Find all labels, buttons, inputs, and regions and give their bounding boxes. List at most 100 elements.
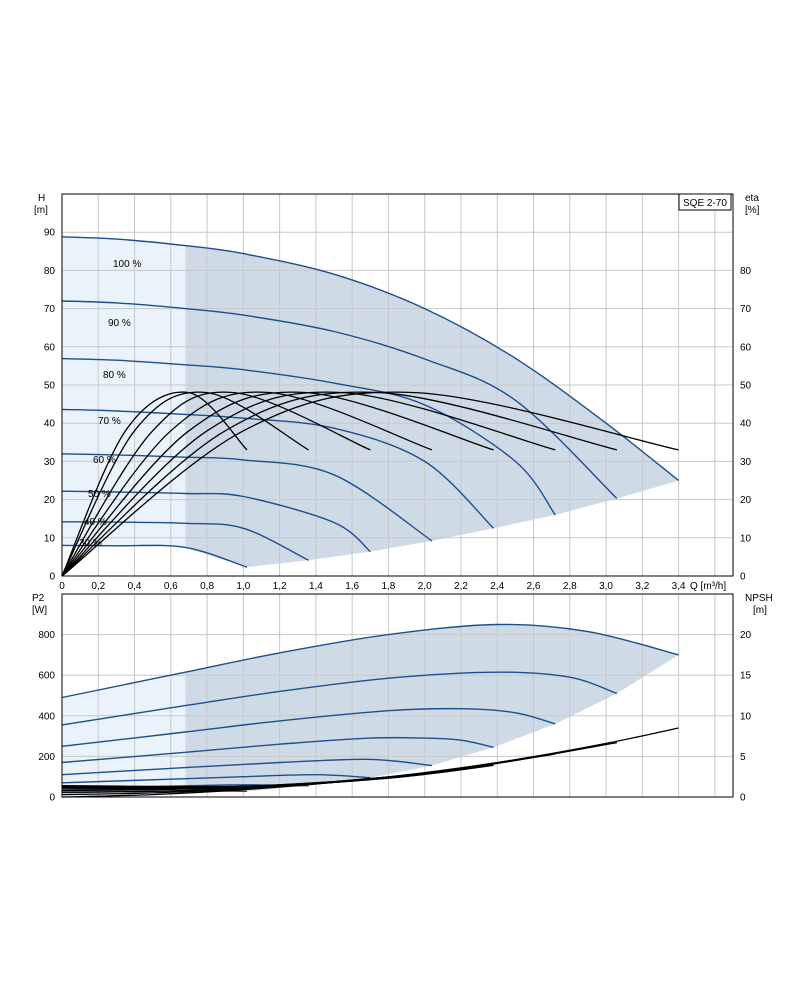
y-right-tick-label: 0 bbox=[740, 793, 746, 804]
x-tick-label: 2,4 bbox=[490, 581, 504, 592]
y-left-tick-label: 30 bbox=[44, 457, 56, 468]
y-left-tick-label: 90 bbox=[44, 228, 56, 239]
y-left-label-p2: P2 bbox=[32, 593, 45, 604]
y-right-tick-label: 10 bbox=[740, 533, 752, 544]
speed-label: 40 % bbox=[84, 517, 107, 528]
head-panel-frame bbox=[61, 193, 734, 577]
y-right-tick-label: 20 bbox=[740, 630, 752, 641]
model-label-box: SQE 2-70 bbox=[678, 193, 732, 211]
power-curve bbox=[61, 773, 371, 784]
speed-label: 30 % bbox=[79, 538, 102, 549]
efficiency-curve bbox=[61, 391, 371, 577]
x-tick-label: 1,6 bbox=[345, 581, 359, 592]
efficiency-curves bbox=[61, 391, 679, 577]
x-tick-label: 0,4 bbox=[128, 581, 142, 592]
head-curve bbox=[61, 300, 618, 500]
power-grid bbox=[62, 594, 733, 797]
x-tick-label: 3,4 bbox=[672, 581, 686, 592]
power-light-region bbox=[62, 672, 186, 797]
x-tick-label: 0,6 bbox=[164, 581, 178, 592]
power-dark-region bbox=[185, 624, 679, 792]
power-operating-area bbox=[62, 624, 679, 797]
head-grid bbox=[62, 194, 733, 576]
y-right-tick-label: 60 bbox=[740, 342, 752, 353]
y-left-label-H: H bbox=[38, 193, 45, 204]
power-tick-labels: 0 200 400 600 800 0 5 10 15 20 bbox=[38, 630, 751, 803]
y-right-label-npsh: NPSH bbox=[745, 593, 773, 604]
x-tick-label: 0,2 bbox=[91, 581, 105, 592]
x-tick-label: 1,4 bbox=[309, 581, 323, 592]
x-tick-label: 0 bbox=[59, 581, 65, 592]
y-left-tick-label: 800 bbox=[38, 630, 55, 641]
y-left-unit-m: [m] bbox=[34, 205, 48, 216]
head-curve bbox=[61, 453, 433, 542]
y-left-tick-label: 10 bbox=[44, 533, 56, 544]
y-left-tick-label: 0 bbox=[49, 572, 55, 583]
power-curve bbox=[61, 736, 494, 764]
y-right-tick-label: 80 bbox=[740, 266, 752, 277]
y-right-tick-label: 0 bbox=[740, 572, 746, 583]
npsh-curves bbox=[61, 727, 679, 798]
y-right-tick-label: 5 bbox=[740, 752, 746, 763]
power-curve bbox=[61, 623, 679, 699]
x-tick-label: 1,2 bbox=[273, 581, 287, 592]
power-npsh-panel: 0 200 400 600 800 0 5 10 15 20 P2 [W] NPSH [m] bbox=[32, 593, 773, 804]
y-left-tick-label: 70 bbox=[44, 304, 56, 315]
efficiency-curve bbox=[61, 391, 433, 577]
x-axis-label-q: Q [m³/h] bbox=[690, 581, 726, 592]
head-curve bbox=[61, 490, 371, 553]
efficiency-curve bbox=[61, 391, 309, 577]
x-tick-label: 2,2 bbox=[454, 581, 468, 592]
speed-label: 80 % bbox=[103, 370, 126, 381]
y-left-tick-label: 600 bbox=[38, 671, 55, 682]
power-curve bbox=[61, 671, 618, 726]
x-tick-label: 0,8 bbox=[200, 581, 214, 592]
y-right-tick-label: 20 bbox=[740, 495, 752, 506]
x-tick-label: 1,0 bbox=[236, 581, 250, 592]
npsh-curve bbox=[61, 784, 248, 788]
y-left-tick-label: 200 bbox=[38, 752, 55, 763]
efficiency-curve bbox=[61, 391, 556, 577]
y-right-tick-label: 70 bbox=[740, 304, 752, 315]
power-curves bbox=[61, 623, 679, 794]
x-tick-label: 1,8 bbox=[381, 581, 395, 592]
y-left-tick-label: 0 bbox=[49, 793, 55, 804]
efficiency-curve bbox=[61, 391, 248, 577]
y-right-unit-percent: [%] bbox=[745, 205, 760, 216]
y-right-tick-label: 30 bbox=[740, 457, 752, 468]
x-tick-label: 2,6 bbox=[527, 581, 541, 592]
y-left-tick-label: 20 bbox=[44, 495, 56, 506]
model-label: SQE 2-70 bbox=[683, 198, 727, 209]
power-panel-frame bbox=[61, 593, 734, 798]
y-left-tick-label: 40 bbox=[44, 419, 56, 430]
y-left-tick-label: 400 bbox=[38, 711, 55, 722]
speed-label: 100 % bbox=[113, 259, 141, 270]
y-right-tick-label: 15 bbox=[740, 671, 752, 682]
head-curve bbox=[61, 544, 248, 568]
head-curve bbox=[61, 357, 556, 516]
speed-label: 70 % bbox=[98, 416, 121, 427]
y-left-unit-w: [W] bbox=[32, 605, 47, 616]
y-left-tick-label: 50 bbox=[44, 381, 56, 392]
speed-label: 90 % bbox=[108, 318, 131, 329]
y-right-tick-label: 10 bbox=[740, 711, 752, 722]
head-curve bbox=[61, 521, 309, 561]
y-right-unit-m: [m] bbox=[753, 605, 767, 616]
speed-label: 60 % bbox=[93, 455, 116, 466]
y-left-tick-label: 60 bbox=[44, 342, 56, 353]
efficiency-curve bbox=[61, 391, 494, 577]
head-efficiency-panel: 100 %90 %80 %70 %60 %50 %40 %30 % 0 0,2 0,… bbox=[34, 193, 760, 592]
x-tick-label: 3,0 bbox=[599, 581, 613, 592]
x-tick-label: 2,0 bbox=[418, 581, 432, 592]
x-tick-label: 2,8 bbox=[563, 581, 577, 592]
efficiency-curve bbox=[61, 391, 618, 577]
x-tick-label: 3,2 bbox=[635, 581, 649, 592]
power-curve bbox=[61, 758, 433, 776]
y-right-tick-label: 50 bbox=[740, 381, 752, 392]
head-curve bbox=[61, 408, 495, 529]
y-right-tick-label: 40 bbox=[740, 419, 752, 430]
head-tick-labels: 0 0,2 0,4 0,6 0,8 1,0 1,2 1,4 1,6 1,8 2,0 2,2 2,4 2,6… bbox=[44, 228, 752, 592]
power-curve bbox=[61, 707, 556, 747]
head-curve bbox=[61, 236, 680, 482]
